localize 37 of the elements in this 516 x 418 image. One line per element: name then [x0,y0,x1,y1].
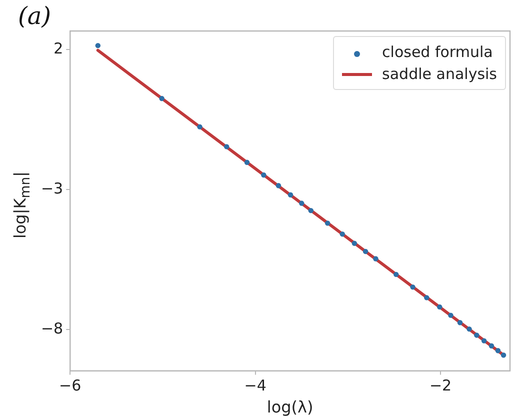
point [474,332,480,338]
point [495,348,501,354]
point [224,144,230,150]
point [448,312,454,318]
x-axis-title: log(λ) [266,398,314,417]
y-tick-label: 2 [54,39,64,58]
point [352,240,358,246]
point [159,96,164,102]
x-tick-label: −2 [429,376,452,395]
x-tick-label: −4 [244,376,266,395]
point [299,200,304,206]
point [95,42,100,48]
point [457,320,463,326]
point [373,256,378,262]
point [324,220,330,226]
point [488,343,494,348]
point [393,272,399,278]
point [500,352,506,358]
point [481,338,487,344]
point [244,160,250,165]
y-tick-label: −8 [40,320,64,338]
point [410,284,416,290]
point [261,172,266,178]
point [437,304,442,310]
point [340,231,345,237]
point [288,192,294,198]
point [276,183,282,188]
x-tick-label: −6 [59,376,82,395]
legend-label: closed formula [382,42,493,63]
point [308,208,314,214]
point [362,248,368,254]
legend-label: saddle analysis [382,64,497,85]
chart-title: (a) [18,2,52,30]
point [424,295,430,300]
y-tick-label: −3 [40,179,64,198]
point [197,124,202,130]
point [466,326,472,332]
